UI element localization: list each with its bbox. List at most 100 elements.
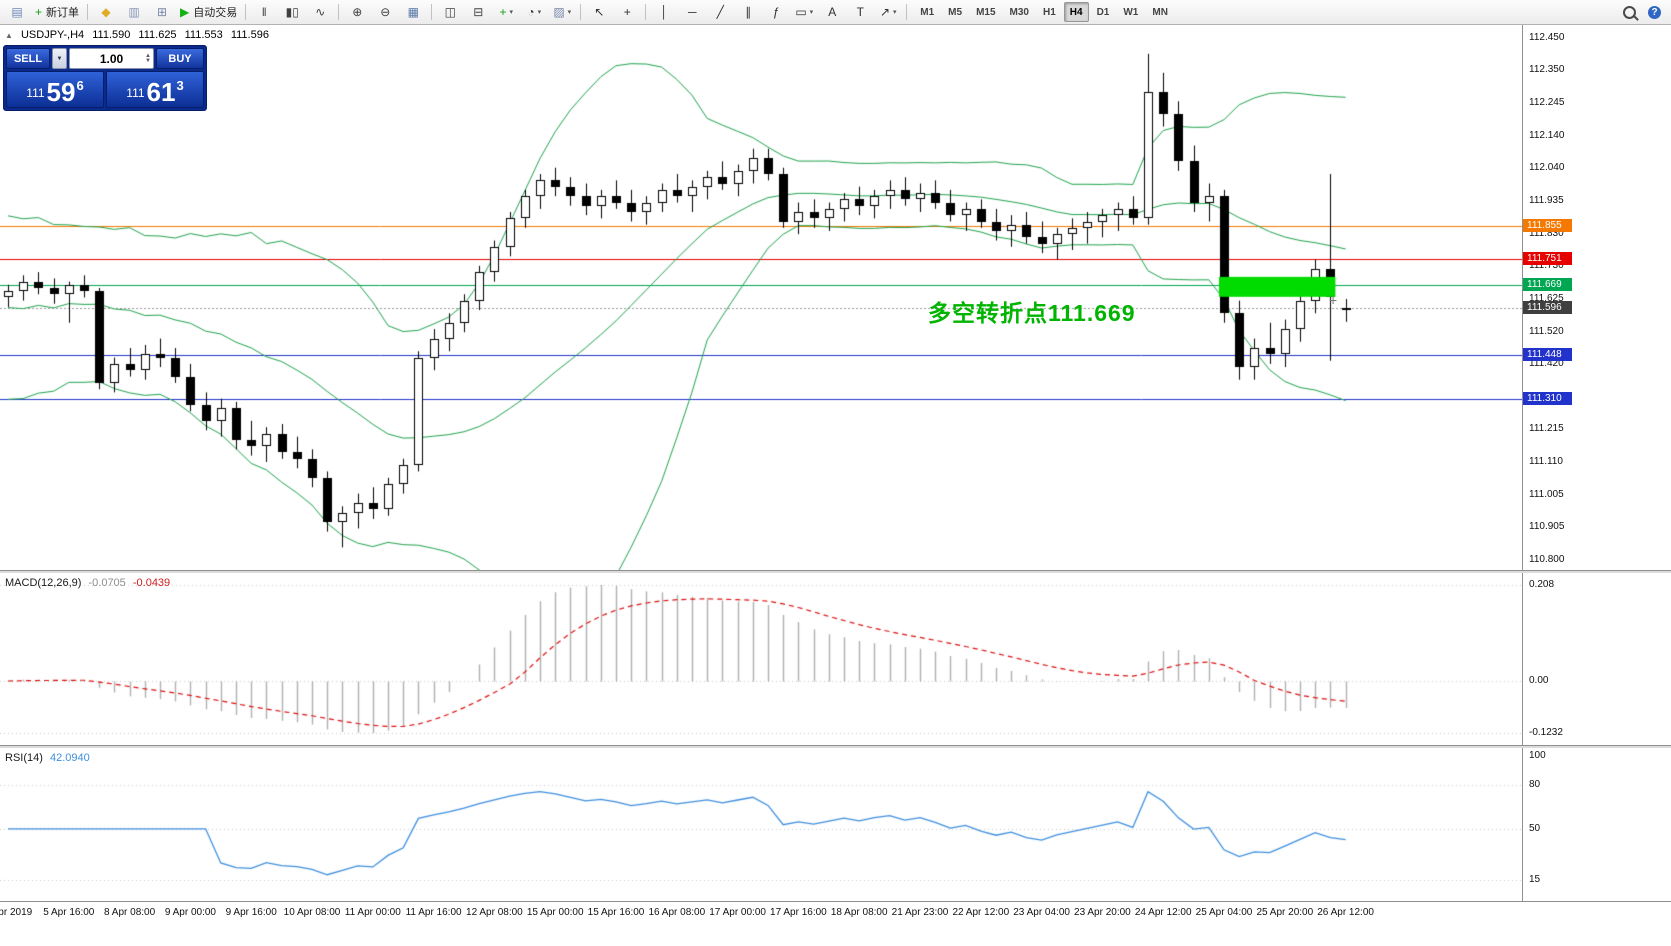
- main-macd-splitter[interactable]: [0, 570, 1671, 573]
- data-window-icon[interactable]: ⊞: [149, 2, 175, 22]
- price-tag-111.855[interactable]: 111.855: [1523, 219, 1572, 233]
- time-tick: 18 Apr 08:00: [830, 907, 888, 918]
- cursor-button[interactable]: ↖: [586, 2, 612, 22]
- main-chart-canvas[interactable]: [0, 25, 1522, 570]
- rsi-tick: 80: [1529, 779, 1541, 791]
- channel-button[interactable]: ∥: [735, 2, 761, 22]
- rsi-tick: 100: [1529, 750, 1546, 761]
- text-button[interactable]: A: [819, 2, 845, 22]
- trade-panel-toggle-icon[interactable]: ▲: [5, 31, 13, 40]
- label-button[interactable]: T: [847, 2, 873, 22]
- vertical-line-button[interactable]: │: [651, 2, 677, 22]
- timeframe-m15[interactable]: M15: [976, 6, 996, 18]
- time-axis[interactable]: 4 Apr 2019 5 Apr 16:00 8 Apr 08:00 9 Apr 00…: [0, 901, 1671, 946]
- volume-up-button[interactable]: ▲: [145, 52, 151, 59]
- autotrading-icon: ▶: [180, 5, 190, 19]
- volume-down-button[interactable]: ▼: [145, 57, 151, 64]
- fibonacci-button[interactable]: ƒ: [763, 2, 789, 22]
- time-tick: 23 Apr 20:00: [1074, 907, 1131, 918]
- rsi-label: RSI(14): [5, 752, 43, 764]
- price-tag-111.669[interactable]: 111.669: [1523, 278, 1572, 292]
- macd-tick: -0.1232: [1529, 727, 1563, 738]
- chevron-down-icon: ▾: [509, 9, 514, 16]
- sell-price-button[interactable]: 111 59 6: [6, 71, 104, 108]
- line-chart-button[interactable]: ∿: [307, 2, 333, 22]
- crosshair-button[interactable]: +: [614, 2, 640, 22]
- tile-windows-button[interactable]: ◫: [437, 2, 463, 22]
- price-tick: 112.245: [1529, 96, 1565, 108]
- chart-window-icon[interactable]: ▤: [4, 2, 30, 22]
- price-tag-111.310[interactable]: 111.310: [1523, 391, 1572, 405]
- buy-price-button[interactable]: 111 61 3: [106, 71, 204, 108]
- timeframe-m1[interactable]: M1: [920, 6, 935, 18]
- macd-main-value: -0.0705: [88, 577, 126, 589]
- price-tag-111.448[interactable]: 111.448: [1523, 348, 1572, 362]
- price-tick: 111.110: [1529, 455, 1563, 467]
- order-type-dropdown[interactable]: ▼: [52, 48, 67, 69]
- help-icon[interactable]: ?: [1648, 6, 1661, 19]
- autotrading-button[interactable]: ▶ 自动交易: [177, 2, 240, 22]
- horizontal-line-button[interactable]: ─: [679, 2, 705, 22]
- macd-indicator-canvas[interactable]: [0, 573, 1522, 745]
- cascade-windows-button[interactable]: ⊟: [465, 2, 491, 22]
- price-tick: 111.005: [1529, 489, 1564, 501]
- grid-button[interactable]: ▦: [400, 2, 426, 22]
- indicators-button[interactable]: + ▾: [493, 2, 519, 22]
- shapes-button[interactable]: ▭ ▾: [791, 2, 817, 22]
- time-tick: 17 Apr 16:00: [770, 907, 827, 918]
- horizontal-line-icon: ─: [687, 5, 697, 19]
- toolbar-buttons: ▤ + 新订单 ◆ ▥ ⊞ ▶ 自动交易 ‖ ▮▯ ∿ ⊕ ⊖ ▦ ◫ ⊟ + ▾ ◔ ▾ ▨ ▾ ↖ + │ ─ ╱ ∥ ƒ ▭ ▾ A T ↗…: [3, 2, 911, 22]
- price-tag-111.596[interactable]: 111.596: [1523, 301, 1572, 315]
- channel-icon: ∥: [745, 5, 752, 19]
- time-tick: 11 Apr 00:00: [344, 907, 401, 918]
- search-icon[interactable]: [1623, 6, 1636, 19]
- macd-tick: 0.208: [1529, 579, 1555, 590]
- price-tag-111.751[interactable]: 111.751: [1523, 252, 1572, 266]
- price-tick: 111.520: [1529, 326, 1564, 338]
- text-icon: A: [828, 5, 837, 19]
- price-tick: 110.905: [1529, 520, 1565, 532]
- vertical-line-icon: │: [660, 5, 669, 19]
- volume-input[interactable]: 1.00 ▲ ▼: [69, 48, 154, 69]
- time-tick: 5 Apr 16:00: [43, 907, 95, 918]
- timeframe-mn[interactable]: MN: [1152, 6, 1168, 18]
- timeframe-h1[interactable]: H1: [1042, 6, 1056, 18]
- price-tick: 111.625: [1529, 293, 1564, 305]
- label-icon: T: [856, 5, 864, 19]
- buy-button[interactable]: BUY: [156, 48, 204, 69]
- timeframe-m30[interactable]: M30: [1009, 6, 1029, 18]
- bars-chart-button[interactable]: ‖: [251, 2, 277, 22]
- time-tick: 26 Apr 12:00: [1317, 907, 1374, 918]
- profiles-icon[interactable]: ▥: [121, 2, 147, 22]
- zoom-in-button[interactable]: ⊕: [344, 2, 370, 22]
- symbol-label: USDJPY-,H4: [20, 29, 85, 41]
- arrows-button[interactable]: ↗ ▾: [875, 2, 901, 22]
- price-scale[interactable]: 112.450 112.350 112.245 112.140 112.040 111.9…: [1522, 25, 1671, 901]
- timeframe-m5[interactable]: M5: [948, 6, 963, 18]
- periods-button[interactable]: ◔ ▾: [521, 2, 547, 22]
- chart-window-icon-icon: ▤: [11, 5, 23, 19]
- sell-button[interactable]: SELL: [6, 48, 50, 69]
- macd-rsi-splitter[interactable]: [0, 745, 1671, 748]
- shapes-icon: ▭: [795, 5, 807, 19]
- timeframe-h4[interactable]: H4: [1063, 2, 1089, 22]
- trendline-button[interactable]: ╱: [707, 2, 733, 22]
- sell-price-prefix: 111: [26, 86, 45, 100]
- templates-icon: ▨: [553, 5, 565, 19]
- rsi-tick: 15: [1529, 873, 1541, 885]
- buy-price-big: 61: [146, 77, 176, 107]
- zoom-out-button[interactable]: ⊖: [372, 2, 398, 22]
- timeframe-w1[interactable]: W1: [1123, 6, 1139, 18]
- rsi-indicator-canvas[interactable]: [0, 748, 1522, 900]
- chart-ohlc-header: ▲ USDJPY-,H4 111.590 111.625 111.553 111…: [5, 29, 274, 41]
- templates-button[interactable]: ▨ ▾: [549, 2, 575, 22]
- timeframe-d1[interactable]: D1: [1096, 6, 1110, 18]
- volume-value: 1.00: [99, 51, 124, 66]
- time-tick: 24 Apr 12:00: [1134, 907, 1192, 918]
- mql5-community-icon[interactable]: ◆: [93, 2, 119, 22]
- indicators-icon: +: [499, 5, 507, 19]
- new-order-button[interactable]: + 新订单: [32, 2, 82, 22]
- time-tick: 22 Apr 12:00: [952, 907, 1010, 918]
- candles-chart-button[interactable]: ▮▯: [279, 2, 305, 22]
